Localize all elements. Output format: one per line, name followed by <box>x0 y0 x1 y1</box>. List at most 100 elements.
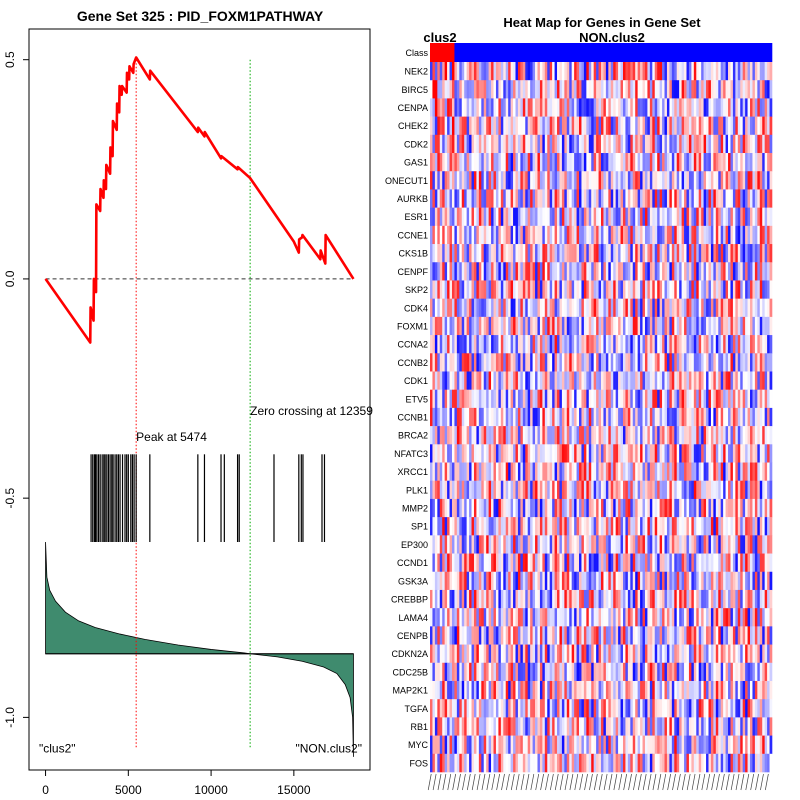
heatmap-cell <box>691 553 695 573</box>
heatmap-cell <box>447 80 450 99</box>
heatmap-cell <box>451 189 455 208</box>
heatmap-cell <box>710 553 714 573</box>
heatmap-cell <box>466 444 470 463</box>
heatmap-cell <box>764 189 768 208</box>
heatmap-cell <box>561 171 565 190</box>
heatmap-cell <box>430 517 433 536</box>
heatmap-cell <box>671 371 675 390</box>
heatmap-cell <box>728 426 731 445</box>
heatmap-cell <box>644 498 648 518</box>
heatmap-cell <box>735 407 739 427</box>
heatmap-cell <box>635 244 638 263</box>
heatmap-cell <box>481 553 485 573</box>
heatmap-cell <box>647 298 651 318</box>
heatmap-cell <box>598 171 602 190</box>
heatmap-cell <box>588 116 592 136</box>
heatmap-cell <box>732 426 736 445</box>
heatmap-cell <box>469 62 472 81</box>
heatmap-cell <box>747 116 751 136</box>
heatmap-cell <box>693 589 697 609</box>
heatmap-cell <box>605 662 609 682</box>
heatmap-cell <box>688 480 692 500</box>
heatmap-cell <box>649 244 653 263</box>
heatmap-cell <box>684 662 687 682</box>
heatmap-cell <box>442 517 445 536</box>
heatmap-cell <box>466 262 470 281</box>
heatmap-cell <box>769 608 773 627</box>
heatmap-cell <box>447 608 450 627</box>
heatmap-cell <box>640 153 643 172</box>
heatmap-cell <box>583 517 587 536</box>
heatmap-cell <box>559 498 563 518</box>
heatmap-cell <box>544 517 548 536</box>
heatmap-cell <box>513 644 516 664</box>
heatmap-cell <box>601 407 604 427</box>
heatmap-cell <box>598 244 602 263</box>
heatmap-cell <box>576 517 580 536</box>
heatmap-cell <box>473 535 477 554</box>
heatmap-cell <box>574 444 577 463</box>
heatmap-cell <box>720 62 724 81</box>
heatmap-cell <box>708 98 712 117</box>
heatmap-cell <box>557 225 560 245</box>
heatmap-cell <box>605 153 609 172</box>
heatmap-cell <box>530 407 533 427</box>
heatmap-cell <box>547 262 550 281</box>
heatmap-cell <box>649 62 653 81</box>
x-tick-label: 10000 <box>194 783 228 797</box>
heatmap-cell <box>754 517 758 536</box>
heatmap-cell <box>674 353 678 372</box>
heatmap-cell <box>725 553 729 573</box>
heatmap-cell <box>442 571 445 591</box>
heatmap-cell <box>644 589 648 609</box>
heatmap-cell <box>725 571 729 591</box>
heatmap-cell <box>579 371 582 390</box>
heatmap-cell <box>647 171 651 190</box>
heatmap-cell <box>750 462 753 482</box>
heatmap-cell <box>757 98 761 117</box>
heatmap-cell <box>537 244 541 263</box>
heatmap-cell <box>620 444 624 463</box>
heatmap-cell <box>708 353 712 372</box>
heatmap-cell <box>525 407 529 427</box>
heatmap-cell <box>696 171 700 190</box>
heatmap-cell <box>684 262 687 281</box>
heatmap-cell <box>574 225 577 245</box>
heatmap-cell <box>483 462 487 482</box>
heatmap-cell <box>588 462 592 482</box>
heatmap-cell <box>456 589 460 609</box>
heatmap-cell <box>530 244 533 263</box>
heatmap-cell <box>539 571 543 591</box>
heatmap-cell <box>596 316 599 336</box>
heatmap-cell <box>571 153 575 172</box>
heatmap-cell <box>532 225 536 245</box>
heatmap-cell <box>652 553 656 573</box>
heatmap-cell <box>698 98 702 117</box>
heatmap-cell <box>544 407 548 427</box>
heatmap-cell <box>525 662 529 682</box>
heatmap-cell <box>569 462 572 482</box>
heatmap-cell <box>554 608 558 627</box>
heatmap-cell <box>664 517 668 536</box>
heatmap-cell <box>737 426 741 445</box>
heatmap-cell <box>644 608 648 627</box>
heatmap-cell <box>605 498 609 518</box>
heatmap-cell <box>454 589 458 609</box>
heatmap-cell <box>710 444 714 463</box>
heatmap-cell <box>640 371 643 390</box>
heatmap-cell <box>615 626 619 645</box>
heatmap-cell <box>491 153 494 172</box>
heatmap-cell <box>630 280 634 299</box>
heatmap-cell <box>630 316 634 336</box>
heatmap-cell <box>769 62 773 81</box>
heatmap-cell <box>730 153 734 172</box>
heatmap-cell <box>742 608 746 627</box>
heatmap-cell <box>654 353 658 372</box>
heatmap-cell <box>476 462 480 482</box>
heatmap-cell <box>720 498 724 518</box>
heatmap-cell <box>454 244 458 263</box>
heatmap-cell <box>625 644 629 664</box>
heatmap-cell <box>549 480 553 500</box>
heatmap-cell <box>598 80 602 99</box>
heatmap-cell <box>461 335 465 354</box>
